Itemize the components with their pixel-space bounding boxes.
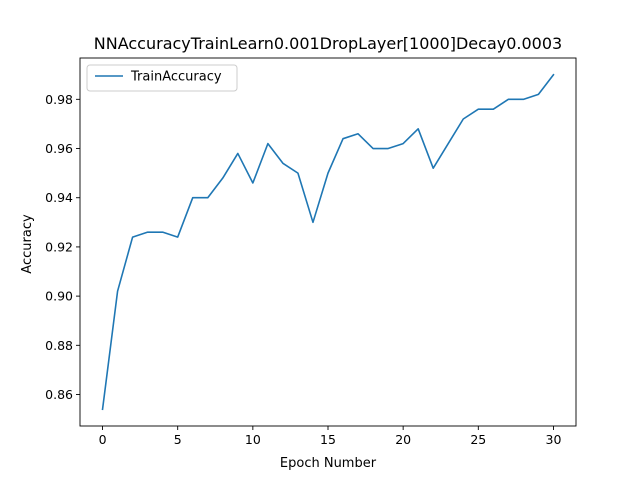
y-tick-label: 0.90 [45,289,73,304]
axes-frame [79,57,577,427]
y-axis-label: Accuracy [20,214,35,274]
x-tick-label: 10 [245,432,261,447]
plot-area [79,57,577,427]
y-tick-label: 0.86 [45,387,73,402]
y-axis: 0.86 0.88 0.90 0.92 0.94 0.96 0.98 [45,92,80,402]
y-tick-label: 0.94 [45,190,73,205]
x-tick-label: 25 [470,432,486,447]
x-axis-label: Epoch Number [280,456,377,471]
x-tick-label: 30 [546,432,562,447]
x-tick-label: 5 [174,432,182,447]
y-tick-label: 0.88 [45,338,73,353]
x-axis: 0 5 10 15 20 25 30 [99,426,562,447]
legend: TrainAccuracy [86,64,238,92]
legend-label: TrainAccuracy [130,70,222,85]
chart-title: NNAccuracyTrainLearn0.001DropLayer[1000]… [94,34,562,53]
y-tick-label: 0.98 [45,92,73,107]
x-tick-label: 20 [395,432,411,447]
y-tick-label: 0.92 [45,239,73,254]
legend-box [86,64,238,92]
x-tick-label: 0 [99,432,107,447]
series-line-0 [101,73,555,411]
x-tick-label: 15 [320,432,336,447]
y-tick-label: 0.96 [45,141,73,156]
